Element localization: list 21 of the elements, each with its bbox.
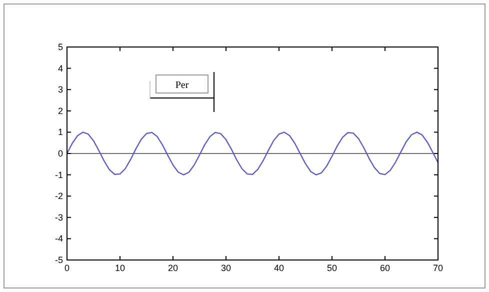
y-tick-label: 3: [58, 84, 63, 95]
y-tick-label: 2: [58, 106, 63, 116]
x-tick-label: 70: [432, 263, 444, 273]
y-tick-label: 1: [58, 127, 63, 138]
line-series: [66, 132, 439, 176]
x-tick-label: 60: [380, 263, 390, 273]
y-tick-label: 0: [58, 148, 63, 158]
y-tick-label: -5: [54, 255, 63, 265]
x-tick-label: 20: [168, 263, 178, 273]
y-tick-label: -2: [54, 191, 63, 202]
x-tick-label: 40: [274, 263, 284, 273]
annotation: Per: [175, 80, 190, 91]
y-tick-label: 4: [58, 63, 63, 74]
y-tick-label: -3: [54, 212, 63, 222]
x-tick-label: 30: [220, 263, 232, 273]
y-tick-label: -1: [54, 170, 63, 180]
x-tick-label: 0: [64, 263, 70, 273]
y-tick-label: -4: [54, 234, 63, 244]
x-tick-label: 10: [114, 263, 126, 273]
y-tick-label: 5: [58, 42, 63, 52]
x-tick-label: 50: [326, 263, 338, 273]
